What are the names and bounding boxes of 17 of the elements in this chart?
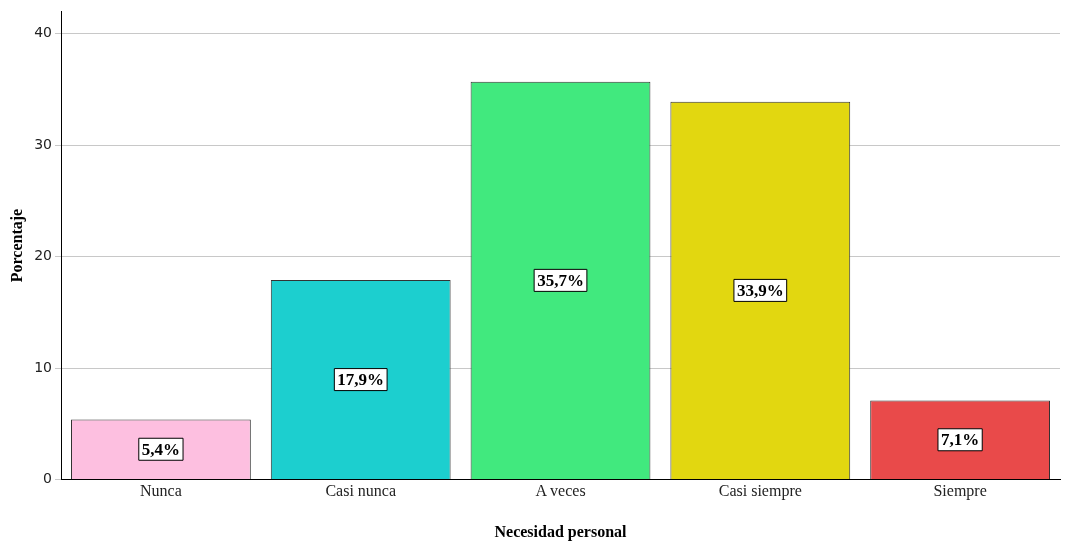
data-label: 33,9%	[736, 280, 784, 300]
y-tick-label: 30	[34, 135, 53, 152]
y-tick-label: 20	[34, 247, 53, 264]
data-label: 7,1%	[940, 430, 980, 450]
data-label: 5,4%	[141, 439, 181, 459]
y-axis-title: Porcentaje	[7, 208, 26, 283]
x-tick-label: Casi nunca	[325, 482, 397, 500]
data-label: 35,7%	[537, 270, 584, 290]
x-tick-label: Siempre	[933, 482, 987, 501]
y-tick-label: 10	[34, 358, 53, 375]
data-label: 17,9%	[337, 369, 385, 389]
x-tick-label: A veces	[535, 482, 586, 500]
x-axis-title: Necesidad personal	[494, 522, 628, 541]
y-tick-label: 40	[34, 24, 53, 41]
x-tick-label: Nunca	[140, 482, 182, 500]
y-tick-label: 0	[43, 470, 53, 487]
x-tick-label: Casi siempre	[718, 482, 802, 501]
